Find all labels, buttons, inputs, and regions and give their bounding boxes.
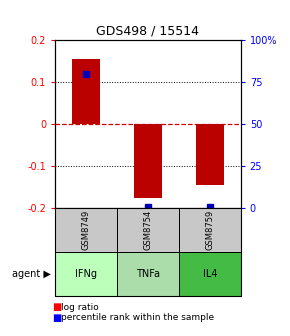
Text: percentile rank within the sample: percentile rank within the sample <box>61 313 214 322</box>
Text: TNFa: TNFa <box>136 269 160 279</box>
Text: GSM8759: GSM8759 <box>205 210 214 250</box>
Text: log ratio: log ratio <box>61 303 99 312</box>
Bar <box>134 124 162 198</box>
Text: agent ▶: agent ▶ <box>12 269 51 279</box>
Text: ■: ■ <box>52 312 61 323</box>
Text: GSM8754: GSM8754 <box>143 210 153 250</box>
Bar <box>196 124 224 185</box>
Text: IFNg: IFNg <box>75 269 97 279</box>
Text: IL4: IL4 <box>202 269 217 279</box>
Text: ■: ■ <box>52 302 61 312</box>
Title: GDS498 / 15514: GDS498 / 15514 <box>96 25 200 38</box>
Text: GSM8749: GSM8749 <box>81 210 90 250</box>
Bar <box>72 59 100 124</box>
